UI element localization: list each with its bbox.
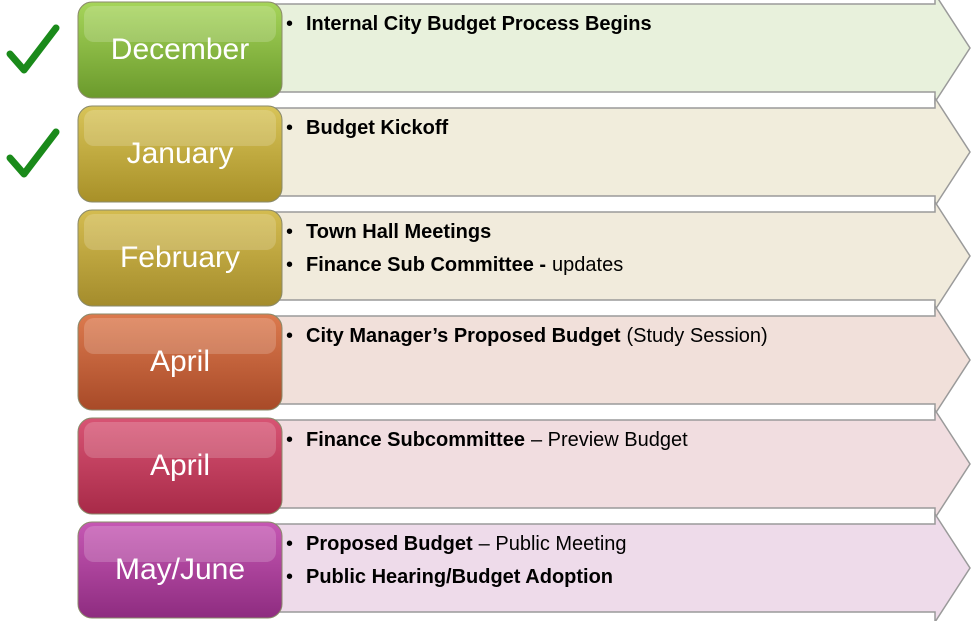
bullet-text: (Study Session) <box>626 325 768 347</box>
check-mark <box>6 24 60 74</box>
bullet-list: Proposed Budget– Public Meeting Public He… <box>272 528 912 594</box>
bullet-bold: Town Hall Meetings <box>306 221 492 243</box>
month-shine <box>84 422 276 458</box>
bullet-list: City Manager’s Proposed Budget(Study Ses… <box>272 320 912 353</box>
month-label: April <box>149 345 210 378</box>
bullet-bold: City Manager’s Proposed Budget <box>306 325 621 347</box>
month-box <box>77 105 283 203</box>
bullet: Public Hearing/Budget Adoption <box>272 561 912 594</box>
bullet-list: Town Hall Meetings Finance Sub Committee … <box>272 216 912 282</box>
bullet-bold: Budget Kickoff <box>306 117 449 139</box>
bullet: Proposed Budget– Public Meeting <box>272 528 912 561</box>
bullet: City Manager’s Proposed Budget(Study Ses… <box>272 320 912 353</box>
bullet-bold: Finance Subcommittee <box>306 429 525 451</box>
month-label: May/June <box>114 553 246 586</box>
bullet: Internal City Budget Process Begins <box>272 8 912 41</box>
month-shine <box>84 318 276 354</box>
month-shine <box>84 110 276 146</box>
bullet-bold: Finance Sub Committee - <box>306 254 547 276</box>
bullet-list: Internal City Budget Process Begins <box>272 8 912 41</box>
bullet-bold: Public Hearing/Budget Adoption <box>306 566 614 588</box>
month-label: January <box>126 137 234 170</box>
month-box <box>77 313 283 411</box>
bullet: Finance Sub Committee -updates <box>272 249 912 282</box>
bullet-bold: Internal City Budget Process Begins <box>306 13 652 35</box>
month-label: April <box>149 449 210 482</box>
bullet: Finance Subcommittee– Preview Budget <box>272 424 912 457</box>
month-shine <box>84 214 276 250</box>
bullet-list: Budget Kickoff <box>272 112 912 145</box>
bullet: Town Hall Meetings <box>272 216 912 249</box>
month-shine <box>84 526 276 562</box>
month-label: February <box>119 241 241 274</box>
month-box <box>77 1 283 99</box>
check-mark <box>6 128 60 178</box>
bullet-text: – Preview Budget <box>530 429 688 451</box>
bullet-list: Finance Subcommittee– Preview Budget <box>272 424 912 457</box>
bullet-text: – Public Meeting <box>478 533 627 555</box>
bullet-text: updates <box>552 254 624 276</box>
month-box <box>77 417 283 515</box>
month-shine <box>84 6 276 42</box>
month-label: December <box>110 33 250 66</box>
bullet: Budget Kickoff <box>272 112 912 145</box>
bullet-bold: Proposed Budget <box>306 533 473 555</box>
